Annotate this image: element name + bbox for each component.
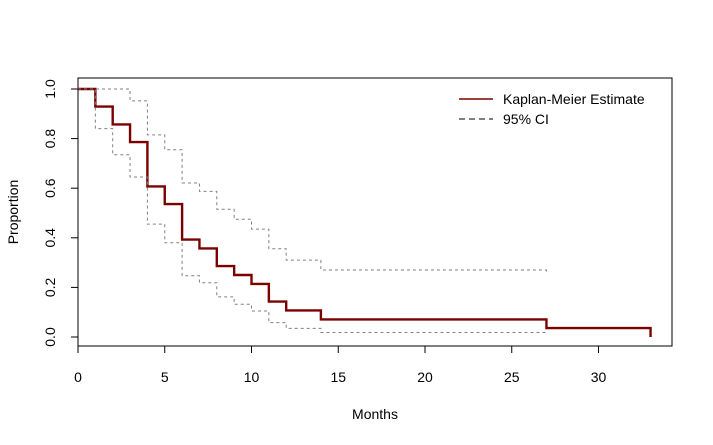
y-tick-label: 0.8 bbox=[42, 129, 58, 149]
x-tick-label: 10 bbox=[244, 369, 260, 385]
y-tick-label: 0.4 bbox=[42, 228, 58, 248]
x-axis-title: Months bbox=[352, 406, 398, 422]
x-tick-label: 15 bbox=[330, 369, 346, 385]
plot-frame bbox=[77, 77, 673, 347]
y-tick-label: 0.6 bbox=[42, 178, 58, 198]
series-ci-lower bbox=[78, 88, 547, 335]
series-layer bbox=[78, 87, 652, 337]
y-axis: 0.0 0.2 0.4 0.6 0.8 1.0 bbox=[42, 79, 79, 347]
legend-ci-label: 95% CI bbox=[503, 111, 549, 127]
y-axis-title: Proportion bbox=[5, 180, 21, 245]
y-tick-label: 0.2 bbox=[42, 277, 58, 297]
y-tick-label: 0.0 bbox=[42, 327, 58, 347]
y-tick-label: 1.0 bbox=[42, 79, 58, 99]
x-tick-label: 0 bbox=[74, 369, 82, 385]
x-tick-label: 20 bbox=[417, 369, 433, 385]
series-ci-upper bbox=[78, 88, 547, 273]
x-axis: 0 5 10 15 20 25 30 bbox=[74, 345, 607, 385]
x-tick-label: 25 bbox=[504, 369, 520, 385]
legend-km-label: Kaplan-Meier Estimate bbox=[503, 91, 645, 107]
legend: Kaplan-Meier Estimate 95% CI bbox=[459, 91, 645, 127]
x-tick-label: 5 bbox=[161, 369, 169, 385]
series-km-estimate bbox=[78, 87, 652, 337]
x-tick-label: 30 bbox=[591, 369, 607, 385]
